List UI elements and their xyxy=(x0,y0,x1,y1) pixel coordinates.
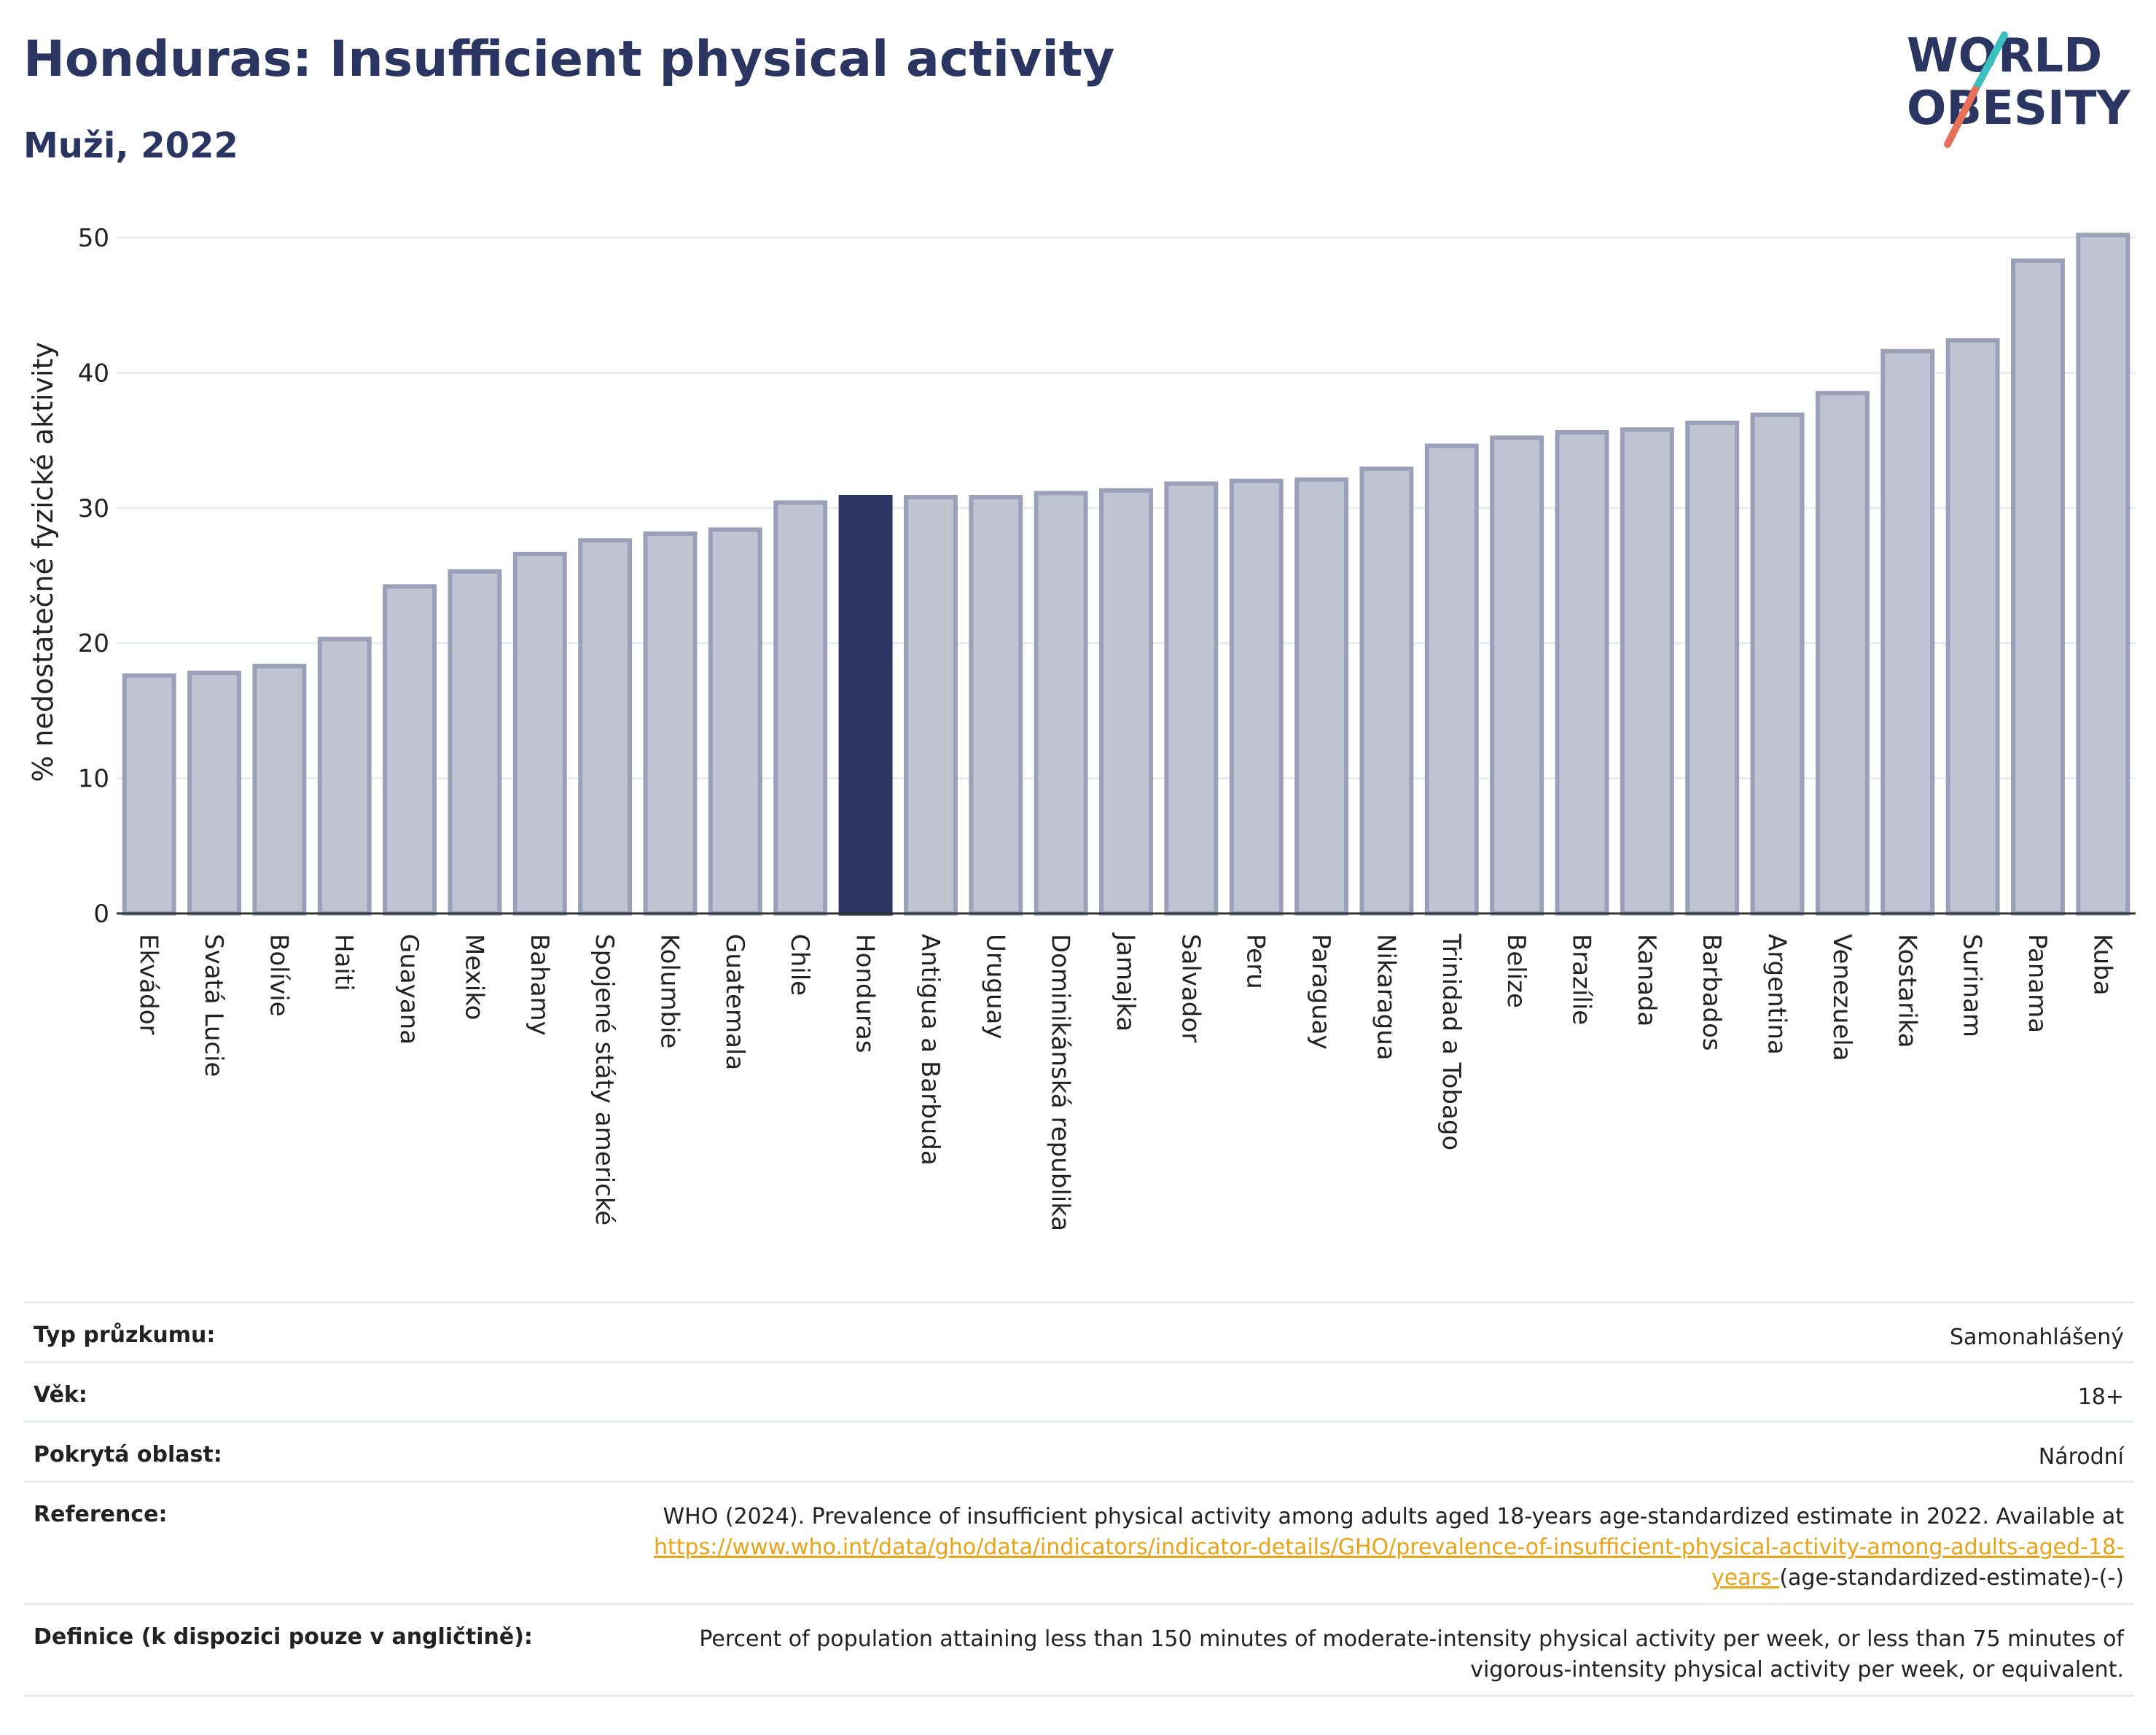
x-tick-label: Salvador xyxy=(1176,934,1205,1042)
x-tick-label: Nikaragua xyxy=(1371,934,1400,1061)
x-tick-label: Mexiko xyxy=(459,934,488,1021)
x-tick-label: Venezuela xyxy=(1827,934,1856,1061)
meta-row-survey-type: Typ průzkumu: Samonahlášený xyxy=(23,1301,2134,1361)
bar-chart: 0 10 20 30 40 50 Ekvádor Svatá Lucie Bolívie Hai… xyxy=(27,224,2136,1231)
x-tick-label: Ekvádor xyxy=(134,934,163,1035)
x-tick-label: Kuba xyxy=(2087,934,2117,996)
x-tick-label: Trinidad a Tobago xyxy=(1437,933,1466,1150)
x-tick-label: Bolívie xyxy=(264,934,293,1017)
bar-panama xyxy=(2011,258,2065,916)
x-tick-label: Jamajka xyxy=(1111,932,1140,1032)
bar-uruguay xyxy=(969,494,1023,916)
bar-barbados xyxy=(1685,420,1740,916)
x-tick-label: Dominikánská republika xyxy=(1046,934,1075,1231)
bar-antigua-a-barbuda xyxy=(903,494,958,916)
x-tick-label: Haiti xyxy=(329,934,359,991)
x-tick-label: Spojené státy americké xyxy=(590,934,619,1225)
meta-value: Samonahlášený xyxy=(1950,1325,2124,1350)
bar-bahamy xyxy=(512,551,567,916)
bar-nikaragua xyxy=(1359,467,1414,916)
meta-value: 18+ xyxy=(2077,1384,2124,1410)
bar-kolumbie xyxy=(643,531,698,916)
bar-guayana xyxy=(383,584,437,916)
bar-ekvádor xyxy=(122,673,176,916)
y-tick-label: 40 xyxy=(78,359,109,388)
page-subtitle: Muži, 2022 xyxy=(23,125,238,166)
page-title: Honduras: Insufficient physical activity xyxy=(23,31,1115,88)
x-tick-label: Honduras xyxy=(851,934,880,1053)
bar-spojené-státy-americké xyxy=(578,538,633,916)
meta-key: Reference: xyxy=(34,1502,168,1527)
x-tick-label: Paraguay xyxy=(1306,934,1335,1050)
bar-kanada xyxy=(1620,427,1674,916)
y-axis-title: % nedostatečné fyzické aktivity xyxy=(27,342,59,782)
meta-value: Národní xyxy=(2038,1444,2124,1470)
x-tick-label: Kolumbie xyxy=(655,934,684,1048)
bar-mexiko xyxy=(448,569,502,916)
reference-link[interactable]: https://www.who.int/data/gho/data/indica… xyxy=(654,1535,2124,1591)
bar-honduras xyxy=(838,494,893,916)
meta-value: Percent of population attaining less tha… xyxy=(699,1626,2124,1683)
bar-chile xyxy=(773,500,828,916)
meta-key: Pokrytá oblast: xyxy=(34,1442,222,1467)
x-tick-label: Brazílie xyxy=(1566,934,1595,1025)
x-tick-label: Svatá Lucie xyxy=(199,934,228,1077)
metadata-table: Typ průzkumu: Samonahlášený Věk: 18+ Pok… xyxy=(23,1301,2134,1698)
meta-key: Typ průzkumu: xyxy=(34,1322,216,1348)
x-tick-label: Peru xyxy=(1241,934,1270,989)
y-tick-label: 50 xyxy=(78,224,109,253)
bar-salvador xyxy=(1164,481,1219,916)
reference-tail: (age-standardized-estimate)-(-) xyxy=(1779,1565,2124,1591)
x-tick-label: Chile xyxy=(785,934,814,996)
x-tick-label: Barbados xyxy=(1697,934,1726,1051)
bar-kuba xyxy=(2076,233,2130,916)
x-tick-label: Antigua a Barbuda xyxy=(915,934,945,1166)
y-tick-label: 20 xyxy=(78,629,109,658)
bar-guatemala xyxy=(708,527,762,916)
bar-paraguay xyxy=(1294,477,1349,916)
bar-trinidad-a-tobago xyxy=(1424,443,1479,916)
meta-row-definition: Definice (k dispozici pouze v angličtině… xyxy=(23,1603,2134,1695)
meta-row-coverage: Pokrytá oblast: Národní xyxy=(23,1421,2134,1481)
x-tick-label: Bahamy xyxy=(525,934,554,1036)
logo-line2: OBESITY xyxy=(1907,82,2130,136)
bar-bolívie xyxy=(252,663,307,916)
meta-key: Definice (k dispozici pouze v angličtině… xyxy=(34,1624,533,1650)
bar-peru xyxy=(1229,478,1284,916)
y-tick-label: 30 xyxy=(78,494,109,523)
bar-dominikánská-republika xyxy=(1034,491,1088,916)
meta-key: Věk: xyxy=(34,1382,87,1408)
x-tick-label: Surinam xyxy=(1958,934,1987,1037)
bar-belize xyxy=(1490,435,1544,916)
bar-svatá-lucie xyxy=(187,670,241,916)
x-tick-label: Panama xyxy=(2023,934,2052,1033)
reference-text: WHO (2024). Prevalence of insufficient p… xyxy=(663,1504,2124,1529)
bar-argentina xyxy=(1750,412,1805,916)
x-tick-label: Kostarika xyxy=(1892,934,1921,1048)
bar-jamajka xyxy=(1099,488,1153,916)
bar-venezuela xyxy=(1815,391,1870,916)
meta-row-age: Věk: 18+ xyxy=(23,1361,2134,1421)
meta-value: WHO (2024). Prevalence of insufficient p… xyxy=(608,1502,2124,1594)
world-obesity-logo: WORLD OBESITY xyxy=(1907,29,2130,148)
x-tick-label: Argentina xyxy=(1762,934,1792,1055)
bar-haiti xyxy=(317,636,372,916)
bar-brazílie xyxy=(1555,429,1609,916)
meta-row-reference: Reference: WHO (2024). Prevalence of ins… xyxy=(23,1481,2134,1603)
x-tick-label: Guatemala xyxy=(720,934,749,1070)
x-tick-label: Belize xyxy=(1501,934,1531,1008)
x-tick-label: Uruguay xyxy=(980,934,1009,1040)
bar-kostarika xyxy=(1880,348,1935,916)
x-tick-label: Kanada xyxy=(1632,934,1661,1026)
y-tick-label: 10 xyxy=(78,765,109,794)
x-tick-label: Guayana xyxy=(394,934,423,1045)
bar-surinam xyxy=(1945,338,2000,916)
y-tick-label: 0 xyxy=(93,900,109,929)
